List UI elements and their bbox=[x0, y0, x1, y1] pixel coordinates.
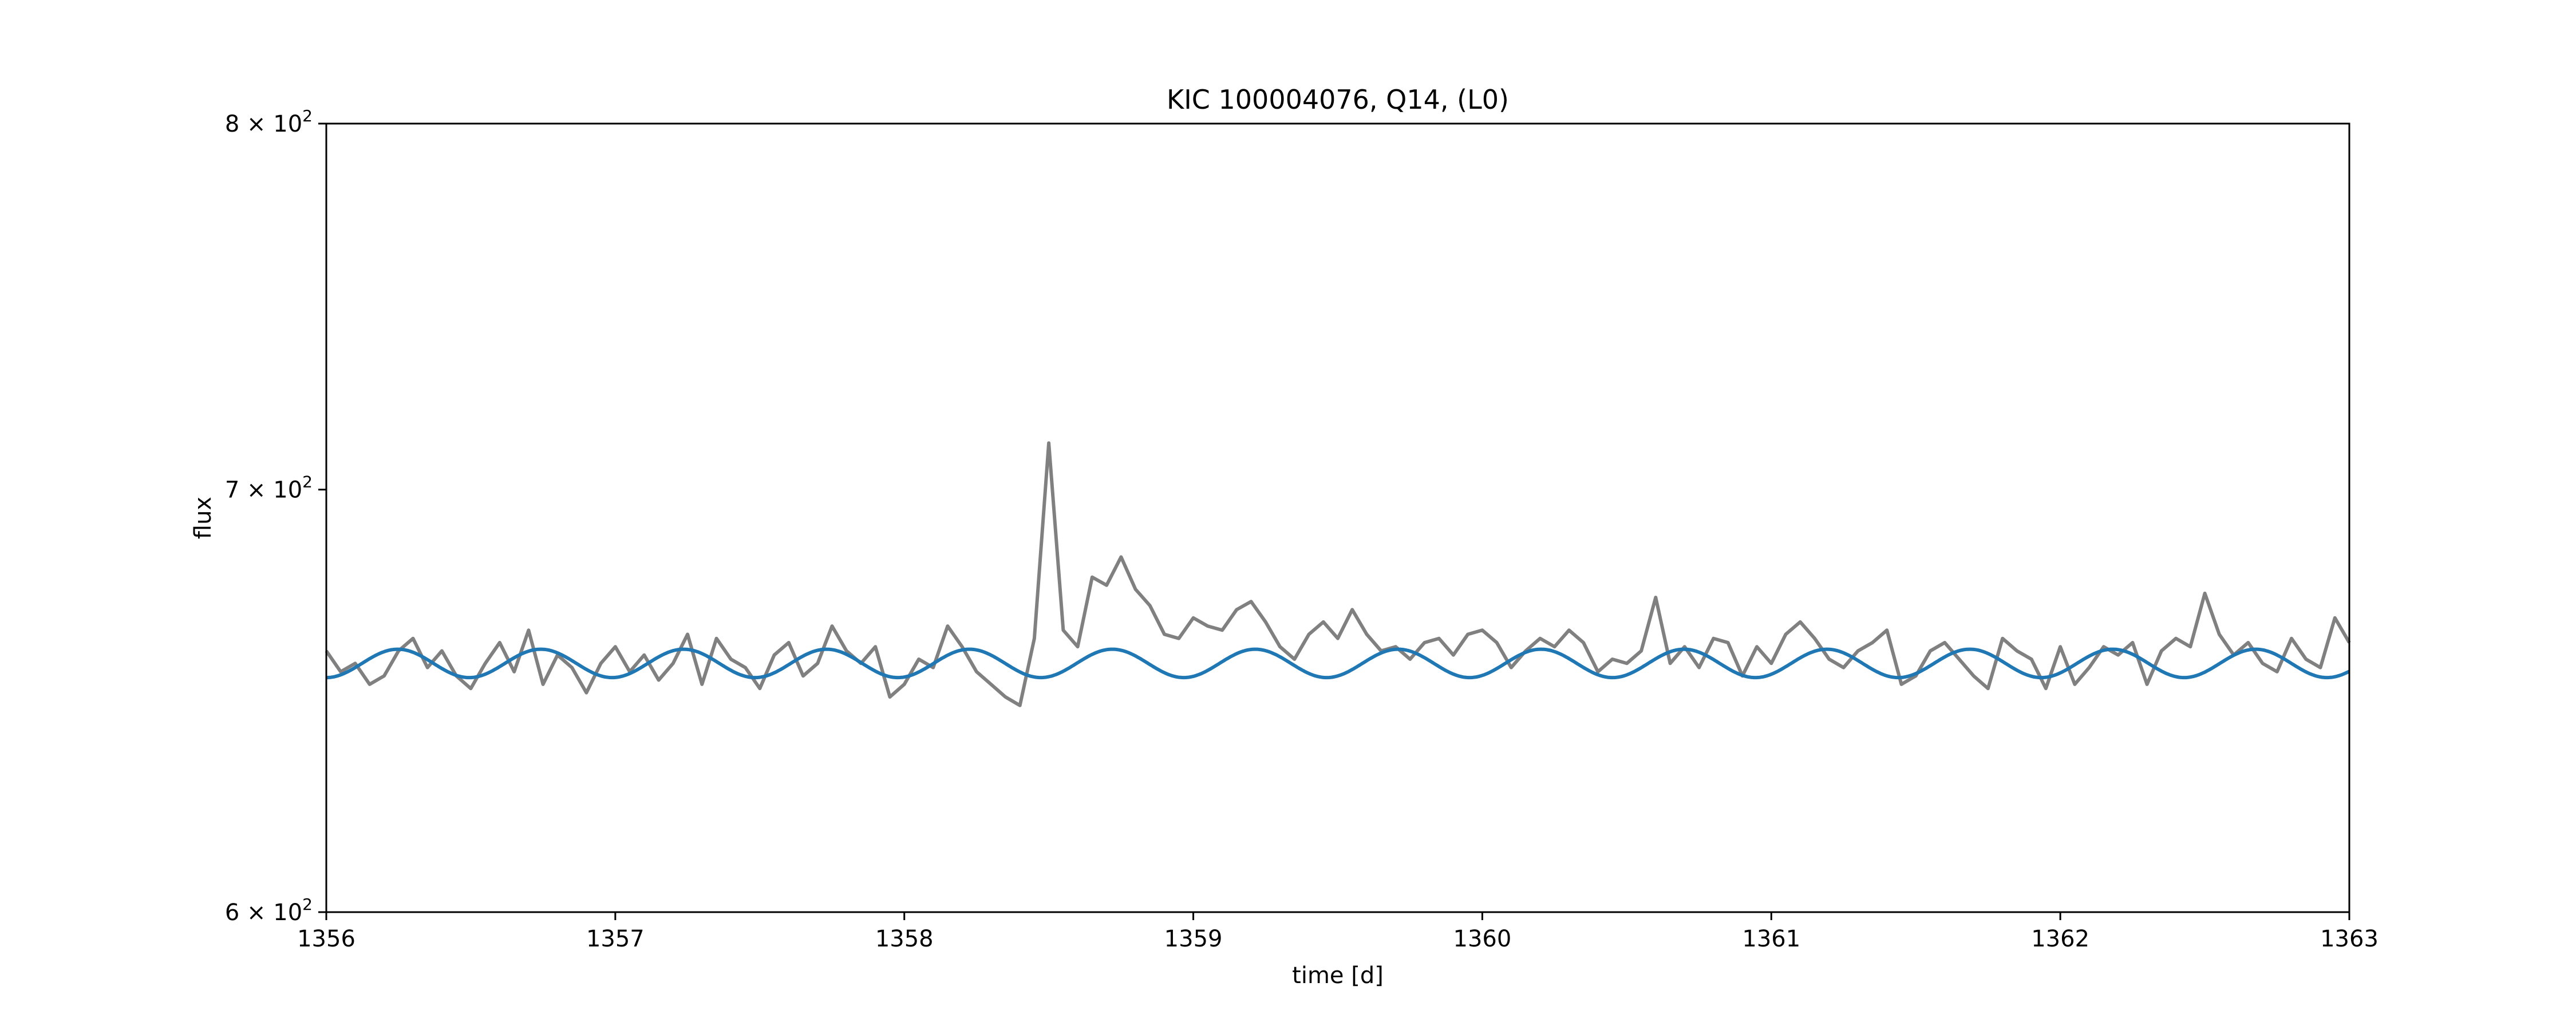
x-tick-label: 1360 bbox=[1453, 926, 1512, 952]
y-tick-label: 7 × 102 bbox=[225, 473, 313, 504]
x-axis-label: time [d] bbox=[1292, 962, 1384, 989]
x-tick-label: 1356 bbox=[297, 926, 355, 952]
y-axis-label: flux bbox=[190, 497, 216, 539]
flux-observed-line bbox=[325, 441, 2351, 707]
x-tick-label: 1361 bbox=[1742, 926, 1800, 952]
x-axis: 1356 1357 1358 1359 1360 1361 1362 1363 bbox=[297, 912, 2379, 952]
y-tick-label: 8 × 102 bbox=[225, 106, 313, 137]
plot-area-frame bbox=[325, 122, 2350, 913]
y-tick-label: 6 × 102 bbox=[225, 895, 313, 926]
series-layer bbox=[325, 441, 2351, 707]
x-tick-label: 1363 bbox=[2320, 926, 2379, 952]
chart-title: KIC 100004076, Q14, (L0) bbox=[1167, 84, 1509, 115]
x-tick-label: 1357 bbox=[586, 926, 645, 952]
x-tick-label: 1362 bbox=[2031, 926, 2089, 952]
flux-model-line bbox=[326, 647, 2350, 680]
x-tick-label: 1358 bbox=[875, 926, 934, 952]
y-axis: 6 × 102 7 × 102 8 × 102 bbox=[225, 106, 326, 926]
x-tick-label: 1359 bbox=[1164, 926, 1223, 952]
